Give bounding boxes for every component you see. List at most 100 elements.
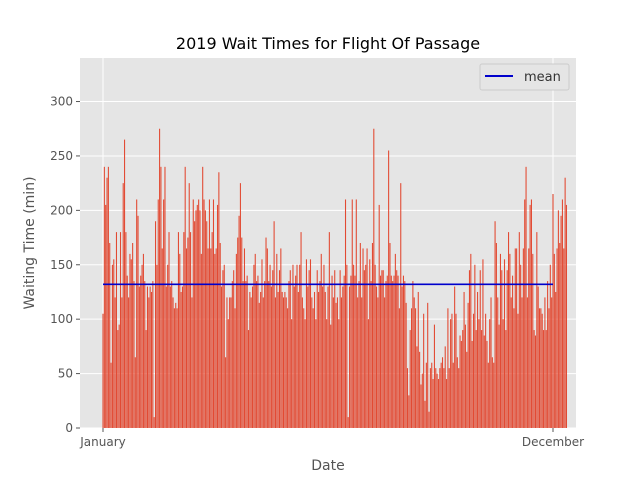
bar [176, 308, 178, 428]
bar [122, 183, 124, 428]
x-axis-ticks: January December [79, 428, 584, 449]
bar [485, 313, 487, 428]
bar [412, 281, 414, 428]
bar [258, 302, 260, 428]
bar [210, 248, 212, 428]
bar [540, 308, 542, 428]
bar [420, 384, 422, 428]
y-tick-label: 100 [50, 312, 73, 326]
bar [305, 259, 307, 428]
bar [425, 362, 427, 428]
bar [455, 313, 457, 428]
bar [433, 324, 435, 428]
bar [181, 286, 184, 428]
bar [401, 286, 403, 428]
bar [280, 248, 282, 428]
bar [375, 286, 378, 428]
bar [241, 237, 243, 428]
bar [497, 297, 499, 428]
bar [152, 281, 154, 428]
bar [144, 281, 146, 428]
bar [458, 368, 460, 428]
bar [564, 177, 566, 428]
bar [404, 281, 406, 428]
bar [534, 335, 537, 428]
bar [291, 319, 293, 428]
bar [183, 232, 185, 428]
bar [538, 308, 541, 428]
bar [118, 324, 120, 428]
bar [167, 264, 169, 428]
bar [342, 286, 344, 428]
bar [109, 243, 111, 428]
bar [557, 210, 559, 428]
bar [211, 232, 213, 428]
bar [499, 253, 501, 428]
bar [355, 199, 357, 428]
bar [508, 232, 510, 428]
y-tick-label: 0 [65, 421, 73, 435]
bar [330, 324, 332, 428]
bar [253, 264, 255, 428]
bar [528, 248, 530, 428]
bar [502, 319, 504, 428]
bar [264, 281, 266, 428]
bar [221, 286, 223, 428]
bar [467, 302, 469, 428]
bar [446, 379, 448, 428]
bar [353, 264, 355, 428]
x-tick-label: December [522, 435, 584, 449]
bar [516, 248, 518, 428]
bar [257, 275, 259, 428]
bar [561, 199, 563, 428]
bar [260, 291, 262, 428]
bar [157, 199, 159, 428]
bar [281, 291, 283, 428]
bar [334, 270, 336, 428]
bar [541, 313, 543, 428]
bar [389, 243, 391, 428]
bar [408, 395, 410, 428]
bar [506, 270, 508, 428]
bar [312, 308, 314, 428]
bar [526, 297, 528, 428]
bar [262, 297, 264, 428]
bar [530, 199, 532, 428]
bar [428, 411, 430, 428]
bar [381, 270, 383, 428]
bar [510, 297, 512, 428]
bar [336, 297, 338, 428]
bar [239, 183, 241, 428]
bar [249, 291, 251, 428]
bar [285, 297, 287, 428]
bar [489, 319, 491, 428]
bar [171, 281, 173, 428]
bar [495, 243, 497, 428]
bar [487, 362, 489, 428]
bar [301, 297, 303, 428]
bar [544, 297, 546, 428]
bar [172, 297, 174, 428]
bar [273, 221, 275, 428]
bar [303, 308, 305, 428]
x-axis-label: Date [311, 458, 344, 474]
bar [145, 330, 147, 428]
bar [494, 221, 496, 428]
bar [316, 270, 318, 428]
bar [160, 166, 162, 428]
bar [289, 270, 291, 428]
bar [374, 264, 376, 428]
bar [304, 319, 306, 428]
bar [180, 291, 182, 428]
bar [521, 297, 523, 428]
bar [537, 286, 539, 428]
bar [470, 253, 472, 428]
bar [413, 297, 415, 428]
bar [393, 275, 395, 428]
bar [173, 308, 175, 428]
bar [410, 308, 413, 428]
bar [133, 281, 135, 428]
bar [533, 330, 535, 428]
bar [335, 302, 337, 428]
bar [338, 319, 340, 428]
